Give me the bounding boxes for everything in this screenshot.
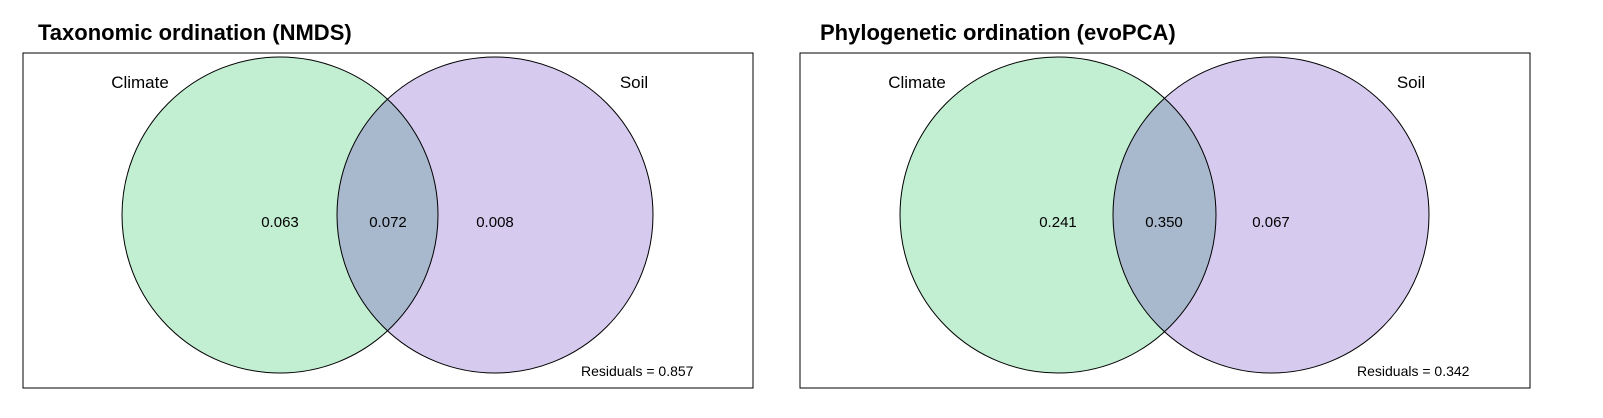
soil-only-value: 0.067 [1252, 214, 1290, 231]
climate-only-value: 0.241 [1039, 214, 1077, 231]
overlap-value: 0.072 [369, 214, 407, 231]
overlap-region [1113, 57, 1216, 373]
soil-circle-outline [336, 56, 654, 374]
residuals-value: Residuals = 0.857 [581, 363, 694, 379]
climate-label: Climate [888, 73, 946, 92]
soil-only-value: 0.008 [476, 214, 514, 231]
soil-label: Soil [620, 73, 648, 92]
venn-panel-1: Climate Soil 0.063 0.072 0.008 Residuals… [22, 52, 754, 389]
climate-only-value: 0.063 [261, 214, 299, 231]
soil-circle-outline [1112, 56, 1430, 374]
venn-panel-2: Climate Soil 0.241 0.350 0.067 Residuals… [799, 52, 1531, 389]
panel-1-title: Taxonomic ordination (NMDS) [38, 20, 352, 45]
climate-label: Climate [111, 73, 169, 92]
soil-label: Soil [1397, 73, 1425, 92]
residuals-value: Residuals = 0.342 [1357, 363, 1470, 379]
overlap-region [337, 57, 438, 373]
climate-circle-outline [121, 56, 439, 374]
climate-circle-outline [899, 56, 1217, 374]
overlap-value: 0.350 [1145, 214, 1183, 231]
panel-2-title: Phylogenetic ordination (evoPCA) [820, 20, 1176, 45]
